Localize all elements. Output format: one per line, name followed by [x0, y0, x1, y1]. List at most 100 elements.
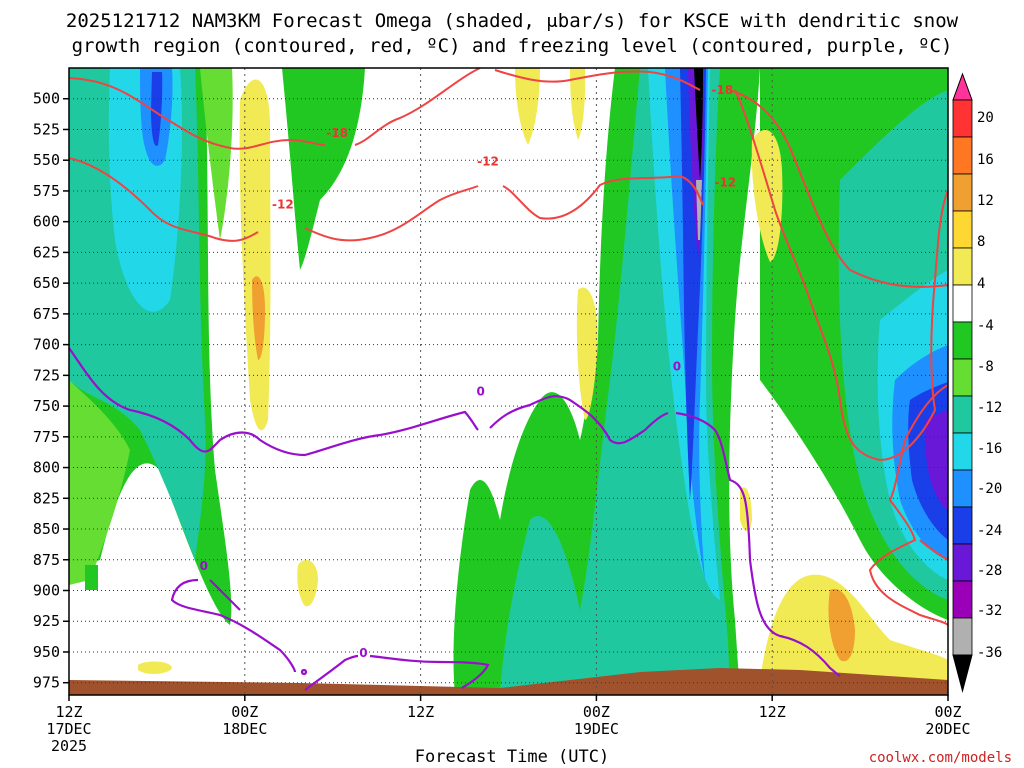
- purple-contour-0-lower-left: [170, 578, 297, 673]
- omega-region-yellow-1: [239, 79, 271, 431]
- colorbar-swatch: [952, 284, 973, 323]
- red-contour-minus18-mid: [354, 67, 481, 146]
- colorbar-label: 4: [977, 276, 985, 292]
- colorbar-swatch: [952, 432, 973, 471]
- y-tick-label: 500: [33, 90, 60, 108]
- colorbar-swatch: [952, 580, 973, 619]
- y-tick-label: 525: [33, 120, 60, 138]
- red-contour-lower-right: [868, 384, 949, 626]
- x-tick-label: 2025: [51, 737, 87, 755]
- colorbar-label: -16: [977, 441, 1002, 457]
- contour-label: 0: [476, 384, 484, 398]
- y-tick-label: 725: [33, 366, 60, 384]
- omega-region-orange-1: [252, 276, 265, 360]
- plot-frame: [68, 67, 949, 696]
- colorbar-swatch: [952, 395, 973, 434]
- omega-region-center-black: [694, 68, 703, 180]
- omega-region-smallgreen: [85, 565, 98, 590]
- x-axis-label: Forecast Time (UTC): [415, 747, 609, 767]
- red-contour-minus12-mid2: [502, 174, 704, 220]
- y-tick-label: 925: [33, 612, 60, 630]
- y-tick-label: 900: [33, 582, 60, 600]
- red-contour-minus18-far: [729, 89, 949, 288]
- contour-label: 0: [359, 646, 367, 660]
- y-tick-label: 875: [33, 551, 60, 569]
- contour-label: -18: [326, 126, 348, 140]
- colorbar-swatch: [952, 136, 973, 175]
- colorbar-label: -12: [977, 400, 1002, 416]
- purple-contour-0-bottom2: [369, 654, 490, 689]
- x-tick-label: 12Z: [407, 703, 434, 721]
- omega-region-right-purple: [924, 410, 948, 510]
- colorbar-label: -4: [977, 318, 994, 334]
- omega-region-green2b: [200, 68, 233, 240]
- y-tick-label: 975: [33, 674, 60, 692]
- contour-label: -12: [477, 154, 499, 168]
- x-tick-label: 00Z: [231, 703, 258, 721]
- chart-title-line2: growth region (contoured, red, ºC) and f…: [72, 35, 953, 57]
- colorbar-label: -28: [977, 563, 1002, 579]
- colorbar-label: 20: [977, 110, 994, 126]
- colorbar-bottom-arrow: [952, 654, 973, 693]
- omega-region-left-darkblue: [151, 72, 163, 146]
- colorbar-swatch: [952, 469, 973, 508]
- omega-region-yellow-3: [570, 68, 586, 140]
- colorbar-swatch: [952, 247, 973, 286]
- colorbar-label: -36: [977, 645, 1002, 661]
- red-contour-minus12-left: [68, 157, 259, 242]
- red-contour-minus18-right: [494, 69, 701, 91]
- colorbar-label: -24: [977, 523, 1002, 539]
- contour-label: -12: [272, 197, 294, 211]
- colorbar-label: -32: [977, 603, 1002, 619]
- contour-labels: -18 -18 -12 -12 -12 0 0 0 0: [200, 83, 737, 660]
- y-axis: 500 525 550 575 600 625 650 675 700 725 750 775 800 8…: [33, 90, 69, 692]
- y-tick-label: 850: [33, 520, 60, 538]
- omega-region-left-light: [69, 380, 130, 585]
- colorbar-swatch: [952, 543, 973, 582]
- red-contours: [68, 67, 949, 626]
- y-tick-label: 800: [33, 459, 60, 477]
- y-tick-label: 550: [33, 151, 60, 169]
- purple-contour-0-lower-left2: [209, 579, 241, 611]
- red-contour-right-down: [734, 89, 949, 462]
- colorbar-swatch: [952, 210, 973, 249]
- purple-contour-0-bottom: [304, 654, 359, 691]
- omega-region-orange-2: [828, 589, 855, 662]
- omega-shading: [69, 68, 948, 695]
- omega-region-yellow-7: [138, 661, 172, 674]
- x-tick-label: 00Z: [583, 703, 610, 721]
- y-tick-label: 825: [33, 489, 60, 507]
- omega-region-green2: [282, 68, 365, 270]
- colorbar-label: 16: [977, 152, 994, 168]
- x-tick-label: 20DEC: [925, 720, 970, 738]
- y-tick-label: 775: [33, 428, 60, 446]
- colorbar: 20 16 12 8 4 -4 -8 -12 -16 -20 -24 -28 -32 -36: [952, 72, 1002, 693]
- colorbar-swatch: [952, 506, 973, 545]
- purple-contour-0-main: [68, 347, 479, 457]
- omega-region-center-gray: [696, 180, 702, 240]
- x-tick-label: 17DEC: [46, 720, 91, 738]
- x-tick-label: 12Z: [759, 703, 786, 721]
- y-tick-label: 625: [33, 243, 60, 261]
- omega-region-yellow-4: [576, 287, 598, 420]
- y-tick-label: 650: [33, 274, 60, 292]
- x-tick-label: 12Z: [55, 703, 82, 721]
- y-tick-label: 575: [33, 182, 60, 200]
- colorbar-label: 8: [977, 234, 985, 250]
- x-tick-label: 00Z: [934, 703, 961, 721]
- colorbar-swatch: [952, 321, 973, 360]
- colorbar-top-arrow: [952, 72, 973, 101]
- credit-text: coolwx.com/models: [869, 750, 1012, 766]
- terrain: [69, 668, 948, 695]
- purple-contour-0-mid: [489, 395, 669, 445]
- omega-region-yellow-5: [751, 130, 783, 262]
- contour-label: 0: [200, 559, 208, 573]
- colorbar-label: -20: [977, 481, 1002, 497]
- red-contour-minus18-upper: [68, 77, 326, 150]
- contour-label: 0: [673, 360, 681, 374]
- omega-region-yellow-2: [515, 68, 540, 145]
- colorbar-label: -8: [977, 359, 994, 375]
- colorbar-swatch: [952, 617, 973, 656]
